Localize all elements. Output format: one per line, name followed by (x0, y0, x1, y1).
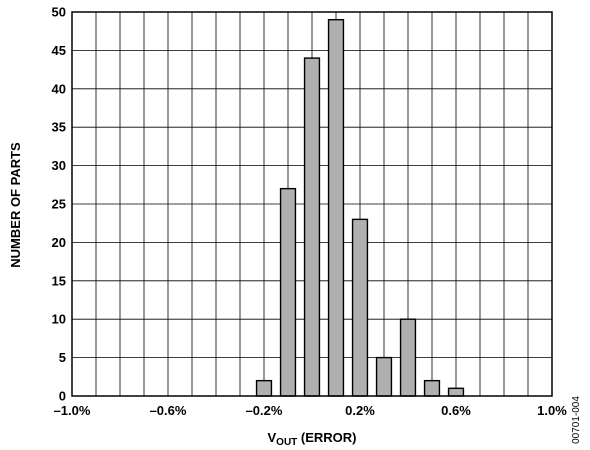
x-tick-label: 1.0% (537, 403, 567, 418)
x-axis-label-main: V (268, 430, 277, 445)
bar (255, 379, 273, 397)
y-tick-label: 30 (52, 158, 66, 173)
y-tick-label: 40 (52, 81, 66, 96)
y-tick-label: 45 (52, 43, 66, 58)
bar (303, 57, 321, 397)
x-tick-label: 0.6% (441, 403, 471, 418)
y-tick-label: 0 (59, 389, 66, 404)
bars (255, 18, 465, 397)
x-tick-label: –0.2% (246, 403, 283, 418)
x-tick-label: –1.0% (54, 403, 91, 418)
bar (375, 356, 393, 397)
y-tick-label: 50 (52, 5, 66, 20)
bar (279, 187, 297, 397)
y-tick-label: 20 (52, 235, 66, 250)
y-tick-label: 25 (52, 197, 66, 212)
bar (351, 218, 369, 397)
plot-frame (71, 11, 553, 397)
y-axis-label: NUMBER OF PARTS (8, 142, 23, 268)
x-tick-labels: –1.0% –0.6% –0.2% 0.2% 0.6% 1.0% (54, 403, 568, 418)
y-tick-label: 10 (52, 312, 66, 327)
y-tick-label: 15 (52, 273, 66, 288)
x-tick-label: 0.2% (345, 403, 375, 418)
y-tick-label: 35 (52, 120, 66, 135)
y-tick-label: 5 (59, 350, 66, 365)
y-tick-labels: 0 5 10 15 20 25 30 35 40 45 50 (52, 5, 66, 404)
figure-code: 00701-004 (571, 396, 582, 444)
bar (423, 379, 441, 397)
bar (447, 387, 465, 397)
bar (399, 318, 417, 397)
bar (327, 18, 345, 397)
x-tick-label: –0.6% (150, 403, 187, 418)
x-axis-label-suffix: (ERROR) (297, 430, 356, 445)
x-axis-label: VOUT (ERROR) (268, 430, 357, 448)
x-axis-label-subscript: OUT (276, 437, 297, 448)
